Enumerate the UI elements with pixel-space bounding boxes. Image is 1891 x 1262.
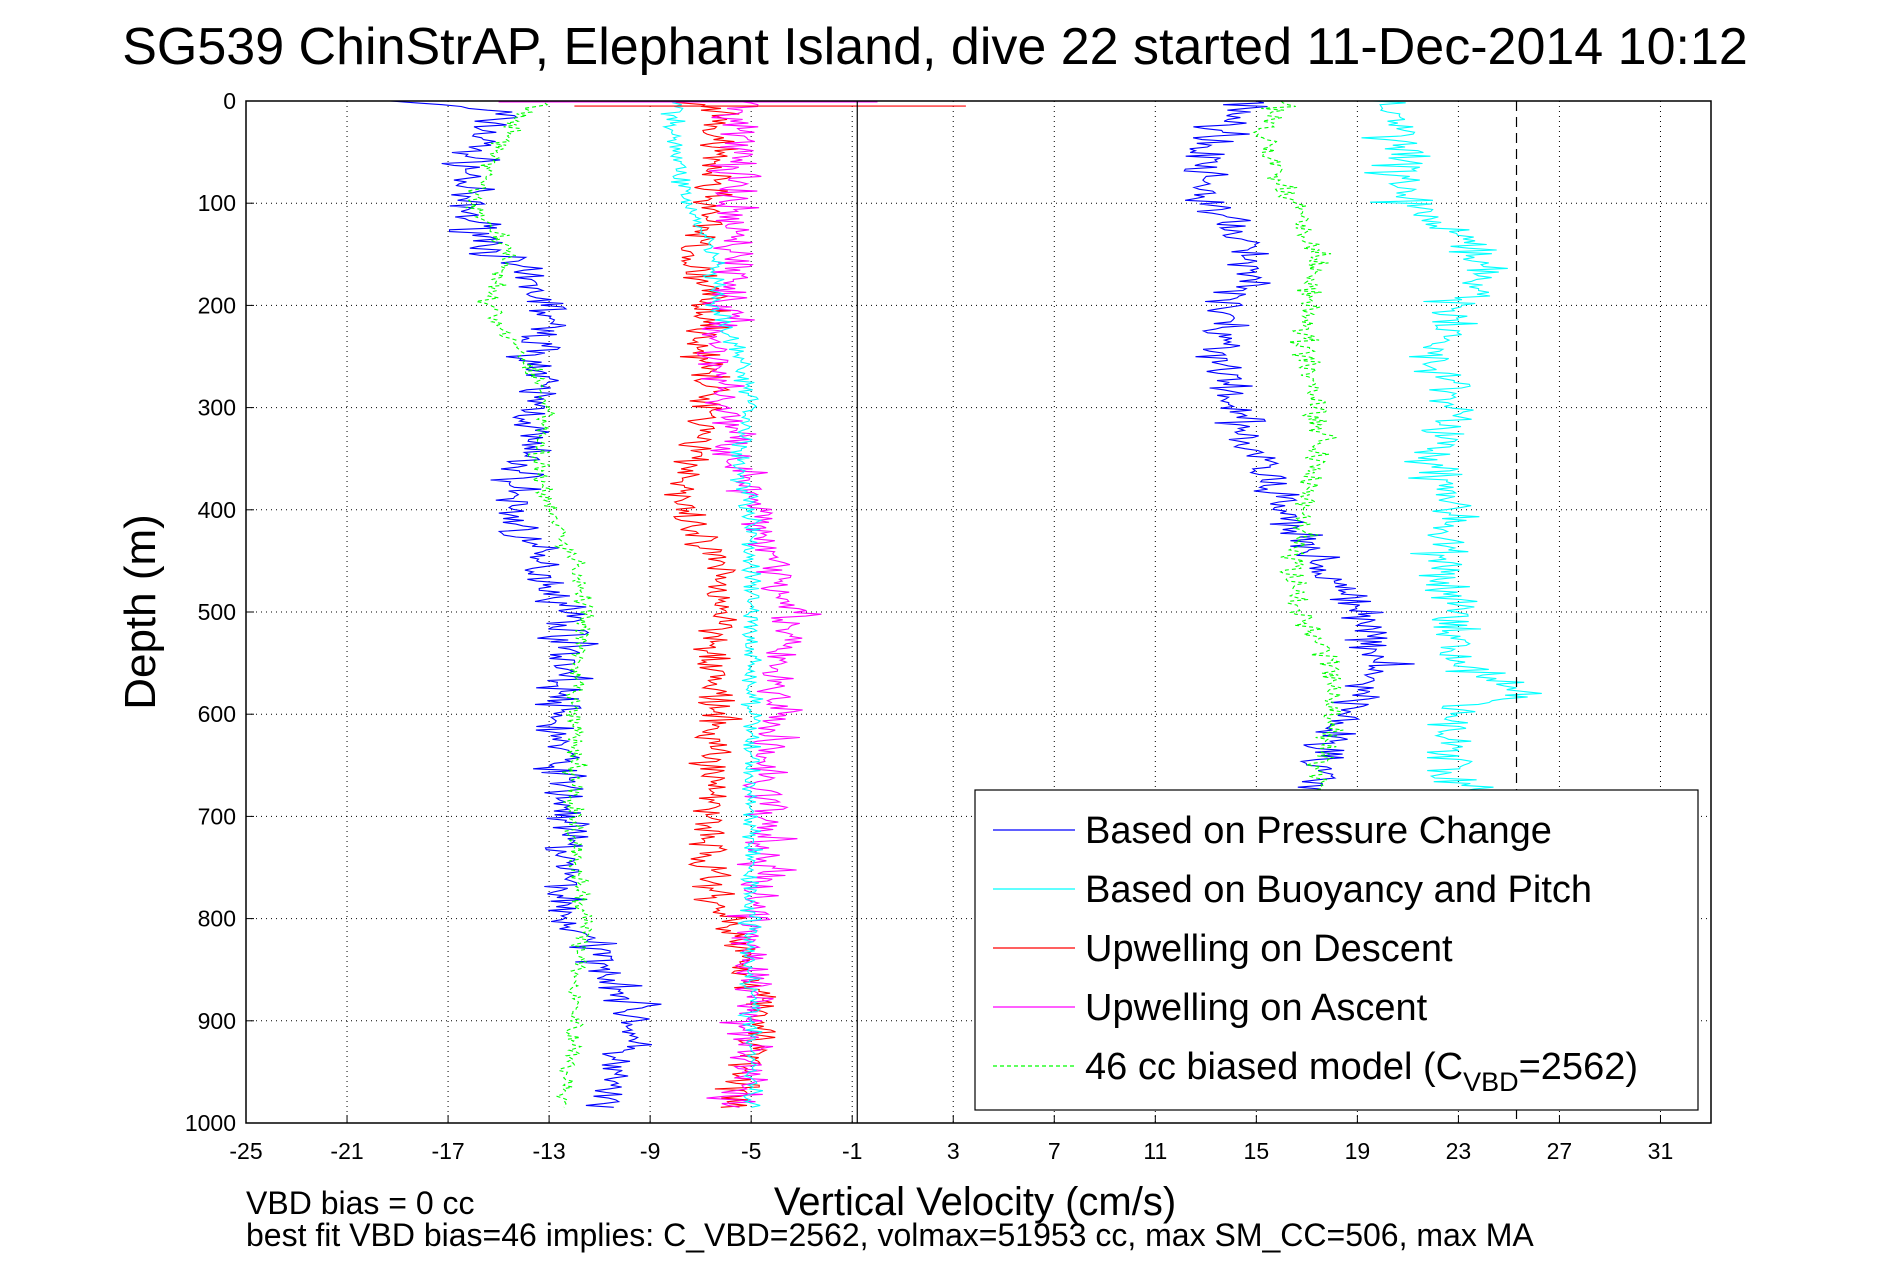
- x-tick-label: -9: [640, 1138, 660, 1164]
- x-tick-label: -17: [431, 1138, 464, 1164]
- series-line-based-on-pressure-change: [390, 100, 662, 1108]
- y-tick-label: 1000: [185, 1110, 236, 1136]
- series-group: [390, 100, 1542, 1108]
- y-tick-label: 500: [198, 599, 236, 625]
- series-line-upwelling-on-descent: [660, 100, 777, 1108]
- x-tick-label: 27: [1547, 1138, 1573, 1164]
- x-tick-label: 19: [1345, 1138, 1371, 1164]
- x-axis-label: Vertical Velocity (cm/s): [774, 1180, 1176, 1224]
- x-tick-label: 11: [1143, 1138, 1167, 1164]
- y-tick-label: 600: [198, 701, 236, 727]
- y-tick-label: 800: [198, 906, 236, 932]
- x-tick-label: 3: [947, 1138, 960, 1164]
- x-tick-label: -25: [229, 1138, 262, 1164]
- legend-label: Based on Pressure Change: [1085, 810, 1552, 852]
- x-tick-label: 7: [1048, 1138, 1061, 1164]
- y-tick-label: 0: [223, 88, 236, 114]
- y-axis-label: Depth (m): [116, 514, 165, 710]
- y-tick-label: 100: [198, 190, 236, 216]
- y-tick-labels: 0 100 200 300 400 500 600 700 800 900 1000: [185, 88, 236, 1136]
- y-tick-label: 400: [198, 497, 236, 523]
- x-tick-label: 15: [1244, 1138, 1270, 1164]
- y-tick-label: 300: [198, 395, 236, 421]
- series-line-based-on-buoyancy-and-pitch: [1361, 100, 1542, 867]
- x-tick-labels: -25 -21 -17 -13 -9 -5 -1 3 7 11 15 19 23 27 31: [229, 1138, 1673, 1164]
- legend: Based on Pressure Change Based on Buoyanc…: [974, 789, 1699, 1111]
- x-tick-label: -21: [330, 1138, 363, 1164]
- x-tick-label: 23: [1446, 1138, 1472, 1164]
- x-tick-label: -5: [741, 1138, 761, 1164]
- legend-label: Upwelling on Ascent: [1085, 987, 1428, 1029]
- footer-line-2: best fit VBD bias=46 implies: C_VBD=2562…: [246, 1217, 1534, 1253]
- series-line-upwelling-on-ascent: [696, 100, 822, 1108]
- plot-frame: [245, 100, 1712, 1124]
- x-tick-label: -13: [532, 1138, 565, 1164]
- legend-label: Upwelling on Descent: [1085, 928, 1453, 970]
- x-tick-label: 31: [1648, 1138, 1674, 1164]
- series-line-46-cc-biased-model: [1252, 100, 1344, 867]
- series-line-based-on-pressure-change: [1183, 100, 1415, 867]
- chart-title: SG539 ChinStrAP, Elephant Island, dive 2…: [122, 18, 1748, 76]
- legend-box: [974, 789, 1699, 1111]
- x-tick-label: -1: [842, 1138, 862, 1164]
- legend-label: Based on Buoyancy and Pitch: [1085, 869, 1592, 911]
- footer-line-1: VBD bias = 0 cc: [246, 1185, 475, 1221]
- series-line-46-cc-biased-model: [465, 100, 595, 1108]
- y-tick-label: 900: [198, 1008, 236, 1034]
- series-line-based-on-buoyancy-and-pitch: [660, 100, 764, 1108]
- y-tick-label: 200: [198, 292, 236, 318]
- y-tick-label: 700: [198, 803, 236, 829]
